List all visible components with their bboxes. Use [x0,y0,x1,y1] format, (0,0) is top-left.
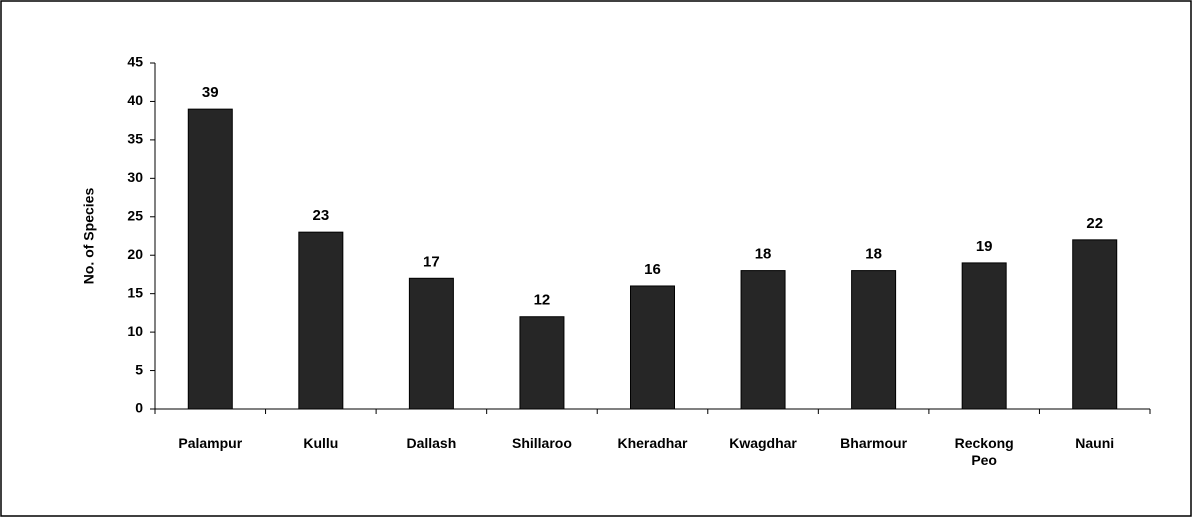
x-tick-label: Dallash [406,435,457,451]
data-label: 18 [865,246,882,263]
x-tick-label: Kullu [303,435,339,451]
y-tick-label: 0 [135,400,143,416]
y-tick-label: 10 [127,323,143,339]
x-tick-label: Nauni [1075,435,1115,451]
y-tick-label: 15 [127,284,143,300]
y-tick-label: 5 [135,361,143,377]
y-axis-label: No. of Species [81,188,97,285]
y-tick-label: 40 [127,92,143,108]
y-tick-label: 35 [127,131,143,147]
y-tick-label: 20 [127,246,143,262]
bar [519,316,565,410]
data-label: 19 [976,238,993,255]
data-label: 23 [312,207,329,224]
bar [408,277,454,410]
bar [298,231,344,410]
y-tick-label: 30 [127,169,143,185]
x-tick-label: Shillaroo [511,435,572,451]
data-label: 12 [534,292,551,309]
bar [851,270,897,410]
y-tick-label: 45 [127,54,143,70]
data-label: 22 [1086,215,1103,232]
data-label: 17 [423,253,440,270]
bar [740,270,786,410]
y-tick-label: 25 [127,207,143,223]
bar [630,285,675,410]
bar [961,262,1007,410]
x-tick-label: Reckong Peo [954,435,1014,468]
x-tick-label: Bharmour [840,435,908,451]
x-tick-label: Palampur [178,435,243,451]
data-label: 18 [755,246,772,263]
x-tick-label: Kheradhar [617,435,688,451]
bar [1072,239,1118,410]
bar [187,108,233,410]
data-label: 16 [644,261,661,278]
x-tick-label: Kwagdhar [729,435,797,451]
data-label: 39 [202,84,219,101]
